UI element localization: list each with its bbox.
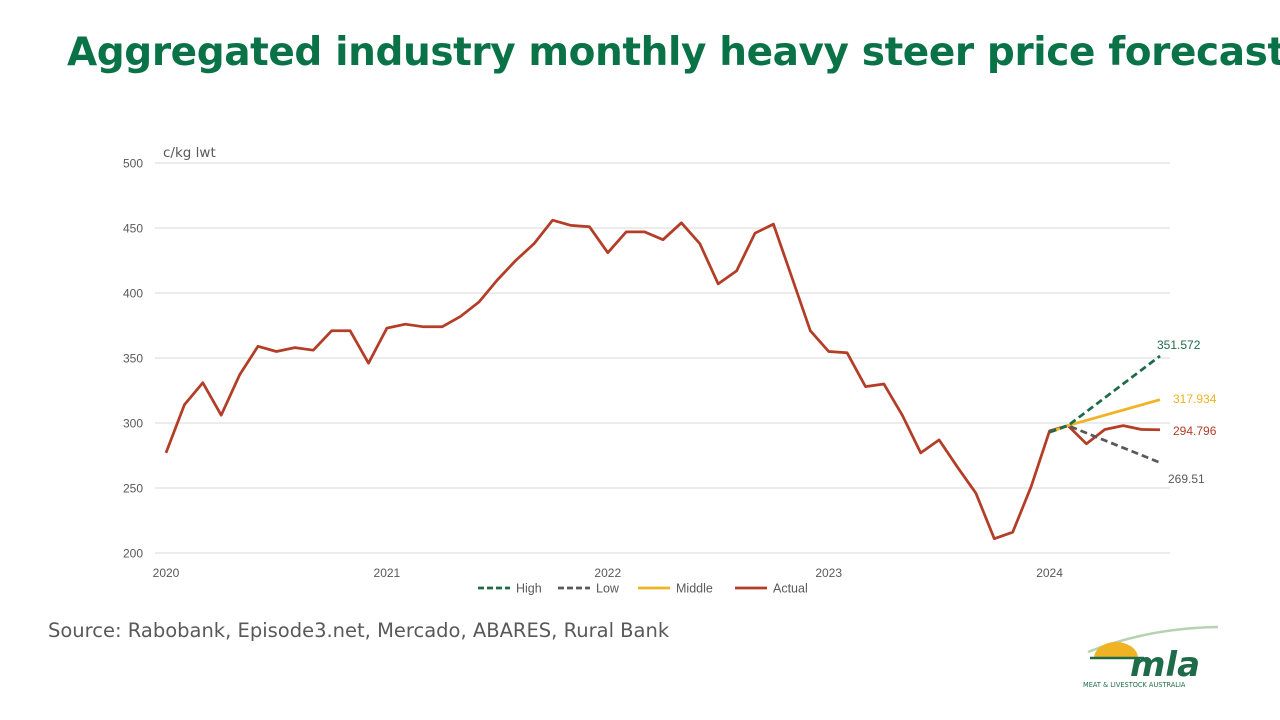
y-tick-label: 300 — [123, 417, 143, 431]
y-tick-label: 500 — [123, 157, 143, 171]
end-labels: 351.572 269.51 317.934 294.796 — [1157, 338, 1217, 486]
end-label-actual: 294.796 — [1173, 424, 1217, 438]
y-axis: 200 250 300 350 400 450 500 — [123, 157, 143, 561]
legend: High Low Middle Actual — [478, 582, 808, 596]
series-lines — [164, 218, 1161, 541]
legend-label-low: Low — [596, 582, 620, 596]
legend-label-high: High — [516, 582, 542, 596]
source-note: Source: Rabobank, Episode3.net, Mercado,… — [48, 619, 670, 642]
y-tick-label: 450 — [123, 222, 143, 236]
y-tick-label: 400 — [123, 287, 143, 301]
x-tick-label: 2021 — [374, 566, 401, 580]
y-tick-label: 200 — [123, 547, 143, 561]
x-tick-label: 2022 — [594, 566, 621, 580]
gridlines — [155, 162, 1170, 554]
legend-label-actual: Actual — [773, 582, 808, 596]
y-axis-label: c/kg lwt — [163, 145, 216, 161]
mla-logo: mla MEAT & LIVESTOCK AUSTRALIA — [1083, 625, 1219, 689]
y-tick-label: 350 — [123, 352, 143, 366]
y-tick-label: 250 — [123, 482, 143, 496]
chart-title: Aggregated industry monthly heavy steer … — [67, 30, 1280, 75]
end-label-middle: 317.934 — [1173, 392, 1217, 406]
legend-label-middle: Middle — [676, 582, 713, 596]
logo-wordmark: mla — [1130, 645, 1200, 685]
x-tick-label: 2020 — [153, 566, 180, 580]
series-line-high — [1049, 354, 1161, 434]
logo-tagline: MEAT & LIVESTOCK AUSTRALIA — [1083, 681, 1186, 689]
series-line-actual — [164, 218, 1161, 541]
x-tick-label: 2024 — [1036, 566, 1063, 580]
x-tick-label: 2023 — [815, 566, 842, 580]
end-label-low: 269.51 — [1168, 472, 1205, 486]
x-axis: 2020 2021 2022 2023 2024 — [153, 566, 1064, 580]
end-label-high: 351.572 — [1157, 338, 1201, 352]
